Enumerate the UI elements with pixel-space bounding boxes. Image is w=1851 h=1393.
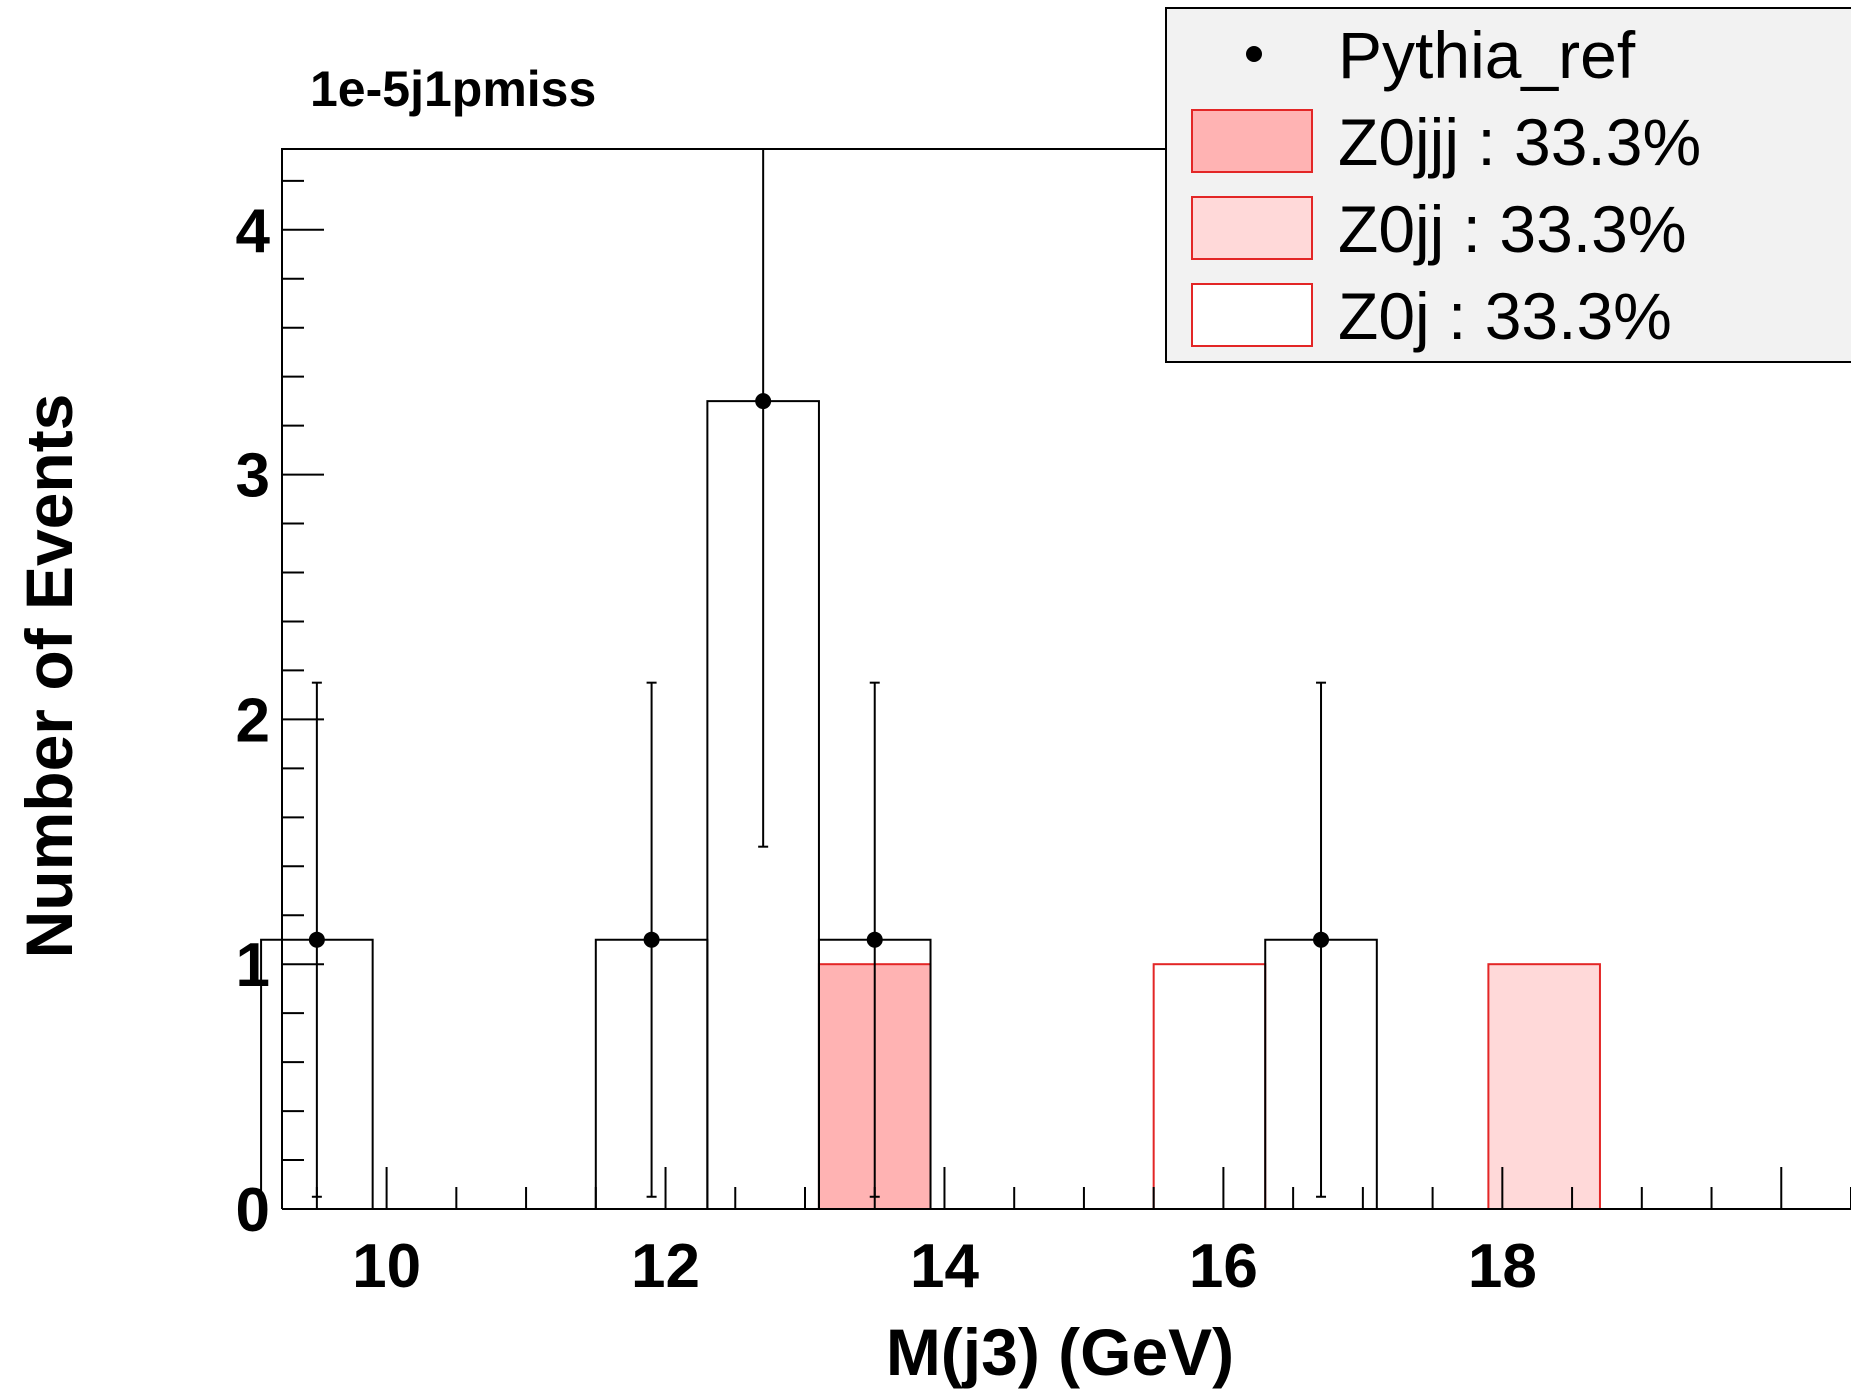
legend-label-3: Z0j : 33.3% xyxy=(1338,279,1672,353)
data-point-0 xyxy=(308,931,325,948)
legend: Pythia_ref Z0jjj : 33.3% Z0jj : 33.3% Z0j :… xyxy=(1165,7,1851,363)
y-axis-label: Number of Events xyxy=(12,394,86,959)
hist-bar-2-0 xyxy=(1152,963,1267,1210)
data-point-2 xyxy=(755,393,772,410)
hist-bar-1-0 xyxy=(1487,963,1601,1210)
y-tick-label-0: 0 xyxy=(236,1176,270,1245)
data-point-4 xyxy=(1313,931,1330,948)
y-tick-label-4: 4 xyxy=(236,197,271,266)
legend-label-1: Z0jjj : 33.3% xyxy=(1338,105,1701,179)
legend-label-2: Z0jj : 33.3% xyxy=(1338,192,1687,266)
legend-swatch-1 xyxy=(1191,109,1313,173)
x-tick-label-16: 16 xyxy=(1189,1232,1258,1301)
chart-title: 1e-5j1pmiss xyxy=(310,61,596,117)
y-tick-label-2: 2 xyxy=(236,686,270,755)
y-tick-label-3: 3 xyxy=(236,442,270,511)
legend-label-0: Pythia_ref xyxy=(1338,18,1636,92)
data-point-3 xyxy=(866,931,883,948)
x-tick-label-18: 18 xyxy=(1468,1232,1537,1301)
legend-marker-pythia-ref xyxy=(1246,46,1262,62)
x-axis-label: M(j3) (GeV) xyxy=(886,1315,1234,1389)
y-tick-label-1: 1 xyxy=(236,931,270,1000)
legend-swatch-3 xyxy=(1191,283,1313,347)
x-tick-label-12: 12 xyxy=(631,1232,700,1301)
legend-swatch-2 xyxy=(1191,196,1313,260)
x-tick-label-10: 10 xyxy=(352,1232,421,1301)
data-point-1 xyxy=(643,931,660,948)
x-tick-label-14: 14 xyxy=(910,1232,979,1301)
